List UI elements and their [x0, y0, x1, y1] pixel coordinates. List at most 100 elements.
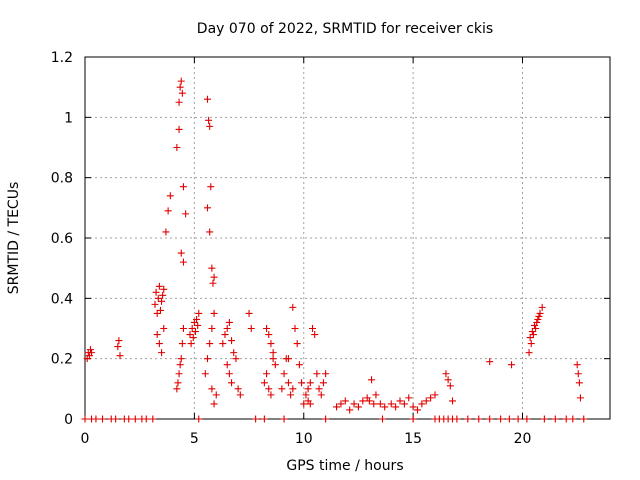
data-point: [88, 349, 96, 357]
data-point: [322, 370, 330, 378]
data-point: [164, 207, 172, 215]
data-point: [221, 331, 229, 339]
data-point: [173, 385, 181, 393]
data-point: [265, 385, 273, 393]
data-point: [295, 361, 303, 369]
data-point: [306, 379, 314, 387]
zero-data-point: [92, 415, 100, 423]
data-point: [333, 403, 341, 411]
data-point: [422, 397, 430, 405]
data-point: [271, 361, 279, 369]
zero-data-point: [379, 415, 386, 423]
y-tick-label: 0.2: [51, 352, 73, 368]
data-point: [486, 358, 494, 366]
data-point: [179, 258, 187, 266]
data-point: [431, 391, 439, 399]
data-point: [225, 370, 233, 378]
data-point: [208, 325, 216, 332]
data-point: [186, 331, 194, 339]
data-point: [210, 400, 218, 408]
zero-data-point: [142, 415, 150, 423]
data-point: [158, 349, 166, 357]
data-point: [534, 315, 542, 323]
tick-labels: 0 0.2 0.4 0.6 0.8 1 1.2 0 5 10 15 20: [51, 50, 532, 447]
x-tick-label: 5: [190, 431, 199, 447]
data-point: [219, 340, 227, 348]
data-point: [206, 340, 214, 348]
data-point: [376, 400, 384, 408]
data-point: [337, 400, 345, 408]
chart-title: Day 070 of 2022, SRMTID for receiver cki…: [197, 21, 493, 37]
data-point: [207, 183, 215, 191]
x-tick-label: 0: [81, 431, 90, 447]
data-point: [155, 282, 163, 290]
data-point: [427, 394, 435, 402]
data-point: [418, 400, 426, 408]
data-point: [298, 379, 306, 387]
data-point: [174, 379, 182, 387]
data-point: [573, 361, 581, 369]
data-point: [414, 406, 421, 414]
data-point: [315, 385, 323, 393]
zero-data-point: [280, 415, 288, 423]
data-point: [576, 394, 584, 402]
data-point: [533, 318, 541, 326]
zero-data-point: [562, 415, 570, 423]
data-point: [574, 370, 582, 378]
y-tick-label: 0: [64, 412, 73, 428]
data-point: [528, 328, 536, 336]
data-point: [529, 331, 537, 339]
data-point: [175, 370, 183, 378]
data-point: [267, 340, 275, 348]
data-point: [176, 83, 184, 91]
data-point: [177, 249, 185, 257]
data-point: [86, 346, 94, 354]
zero-data-point: [453, 415, 461, 423]
zero-data-point: [195, 415, 203, 423]
data-point: [151, 300, 159, 308]
zero-data-point: [131, 415, 139, 423]
data-point: [201, 370, 209, 378]
data-point: [302, 391, 310, 399]
zero-data-point: [81, 415, 89, 423]
data-point: [166, 192, 174, 200]
y-axis-label: SRMTID / TECUs: [6, 182, 22, 295]
data-point: [160, 285, 168, 293]
data-point: [280, 370, 288, 378]
data-point: [309, 325, 316, 332]
data-point: [535, 312, 543, 320]
data-point: [159, 291, 167, 299]
data-point: [155, 340, 163, 348]
data-point: [442, 370, 450, 378]
data-point: [289, 303, 297, 311]
zero-data-point: [523, 415, 531, 423]
zero-data-point: [260, 415, 268, 423]
zero-data-point: [540, 415, 548, 423]
data-point: [204, 95, 211, 103]
x-tick-label: 20: [514, 431, 532, 447]
data-point: [300, 400, 308, 408]
data-point: [269, 355, 277, 363]
data-point: [449, 397, 456, 405]
data-point: [444, 376, 452, 384]
data-point: [304, 385, 312, 393]
data-point: [370, 400, 378, 408]
data-point: [392, 403, 400, 411]
data-point: [313, 370, 321, 378]
data-point: [153, 309, 161, 317]
data-point: [178, 89, 186, 97]
data-point: [193, 315, 201, 323]
data-point: [116, 352, 124, 360]
zero-data-point: [125, 415, 133, 423]
data-point: [317, 391, 325, 399]
data-point: [293, 340, 301, 348]
data-point: [210, 309, 218, 317]
data-point: [223, 325, 231, 332]
x-tick-label: 15: [404, 431, 422, 447]
data-point: [162, 228, 170, 236]
data-point: [179, 183, 187, 191]
y-tick-label: 0.4: [51, 291, 73, 307]
data-point: [341, 397, 349, 405]
data-point: [191, 328, 199, 336]
data-point: [526, 334, 534, 342]
